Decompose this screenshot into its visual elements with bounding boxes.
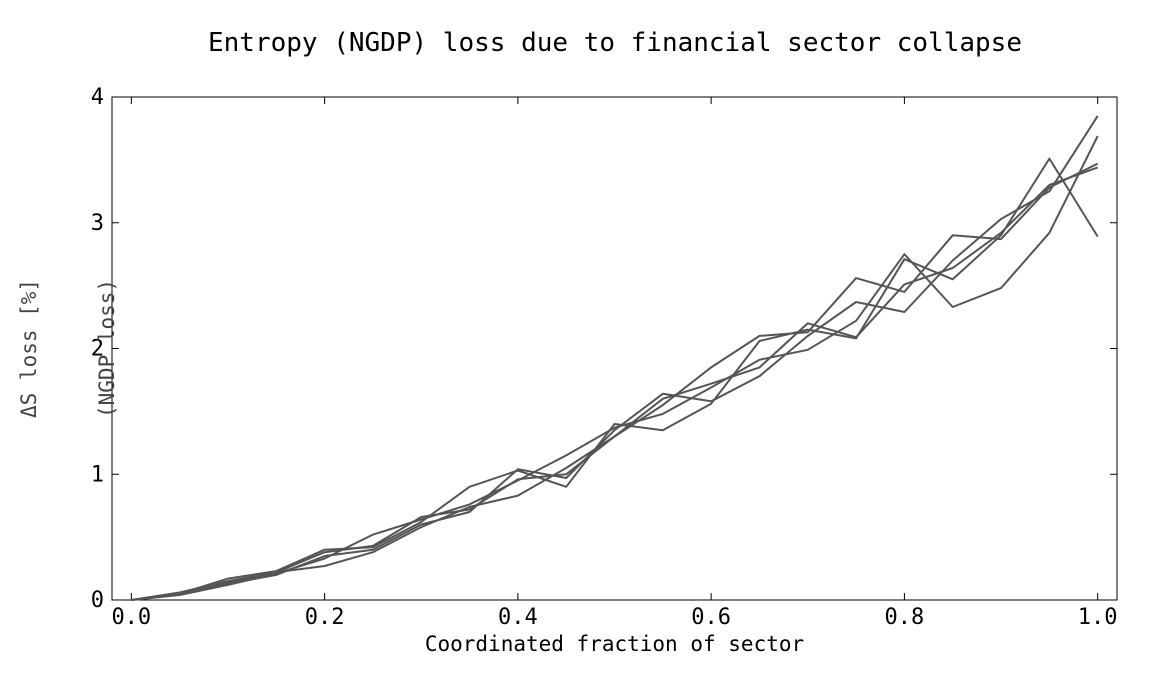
series-lines [131,115,1099,601]
chart-title: Entropy (NGDP) loss due to financial sec… [208,28,1022,58]
y-axis-label: ΔS loss [%] (NGDP loss) [0,279,146,418]
x-tick-label: 1.0 [1078,605,1118,630]
axis-ticks: 0.0 0.2 0.4 0.6 0.8 1.0 0 1 2 3 4 [91,85,1118,630]
plot-frame [111,96,1118,601]
y-tick-label: 1 [91,462,104,487]
series-line-1 [131,157,1099,601]
series-line-4 [131,135,1099,601]
x-tick-label: 0.0 [111,605,151,630]
y-tick-label: 2 [91,337,104,362]
x-tick-label: 0.6 [691,605,731,630]
x-tick-label: 0.4 [498,605,538,630]
x-tick-label: 0.8 [885,605,925,630]
series-line-5 [131,166,1099,601]
series-line-2 [131,162,1099,601]
y-tick-label: 0 [91,588,104,613]
series-line-3 [131,115,1099,601]
y-axis-label-line-2: (NGDP loss) [95,278,119,418]
x-axis-label: Coordinated fraction of sector [424,632,805,656]
x-tick-label: 0.2 [305,605,345,630]
y-tick-label: 4 [91,85,104,110]
y-axis-label-line-1: ΔS loss [%] [17,278,41,418]
y-tick-label: 3 [91,211,104,236]
